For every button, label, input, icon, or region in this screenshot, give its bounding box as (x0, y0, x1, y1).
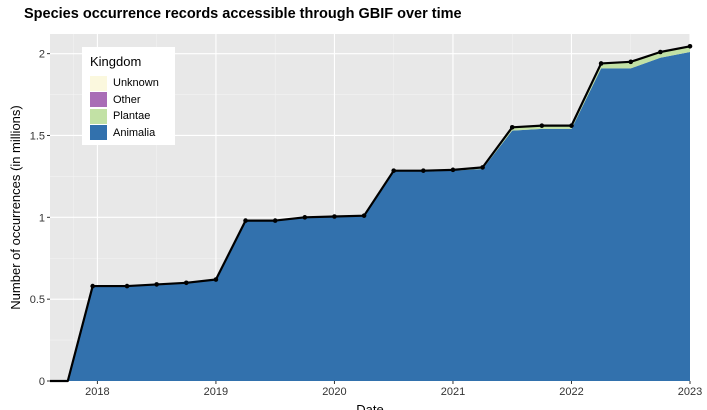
total-point (450, 167, 456, 173)
chart-title: Species occurrence records accessible th… (24, 6, 462, 22)
total-point (569, 123, 574, 128)
y-axis-title: Number of occurrences (in millions) (8, 105, 23, 309)
total-point (243, 218, 248, 223)
total-point (687, 43, 693, 49)
y-axis: 0 0.5 1 1.5 2 (30, 49, 50, 388)
y-tick-label: 2 (39, 49, 45, 61)
legend-swatch-plantae (90, 108, 107, 124)
legend-swatch-other (90, 92, 107, 107)
legend-label-unknown: Unknown (113, 77, 159, 89)
legend-title: Kingdom (90, 54, 142, 69)
legend-item-unknown: Unknown (90, 75, 167, 91)
total-point (509, 124, 515, 130)
x-axis-title: Date (356, 402, 383, 410)
x-tick-label: 2022 (559, 386, 583, 398)
legend-swatch-animalia (90, 125, 107, 140)
legend-item-other: Other (90, 92, 167, 108)
x-tick-label: 2023 (678, 386, 702, 398)
total-point (598, 61, 604, 66)
total-point (361, 213, 367, 218)
total-point (391, 168, 397, 173)
total-point (658, 49, 663, 55)
y-tick-label: 0 (39, 376, 45, 388)
x-tick-label: 2018 (85, 386, 109, 398)
total-point (124, 283, 130, 289)
legend: Kingdom Unknown Other Plantae Animalia (82, 47, 175, 145)
total-point (183, 280, 189, 286)
y-tick-label: 1.5 (30, 130, 45, 142)
total-point (480, 165, 485, 170)
legend-item-animalia: Animalia (90, 125, 167, 141)
total-point (332, 214, 337, 219)
total-point (539, 123, 545, 128)
legend-item-plantae: Plantae (90, 108, 167, 124)
x-tick-label: 2021 (441, 386, 465, 398)
area-animalia (50, 52, 690, 381)
legend-label-animalia: Animalia (113, 126, 156, 139)
total-line-group (50, 43, 693, 383)
x-tick-label: 2020 (322, 386, 346, 398)
total-point (213, 277, 219, 282)
x-axis: 2018 2019 2020 2021 2022 2023 (85, 381, 702, 398)
y-tick-label: 1 (39, 212, 45, 224)
total-point (90, 283, 95, 289)
total-point (272, 218, 278, 223)
total-point (154, 282, 159, 287)
x-tick-label: 2019 (204, 386, 228, 398)
stacked-areas (50, 45, 690, 382)
total-point (421, 168, 426, 173)
y-tick-label: 0.5 (30, 294, 45, 306)
total-point (302, 215, 308, 220)
legend-swatch-unknown (90, 75, 107, 91)
total-point (628, 59, 634, 65)
legend-label-other: Other (113, 93, 141, 106)
legend-label-plantae: Plantae (113, 110, 151, 122)
